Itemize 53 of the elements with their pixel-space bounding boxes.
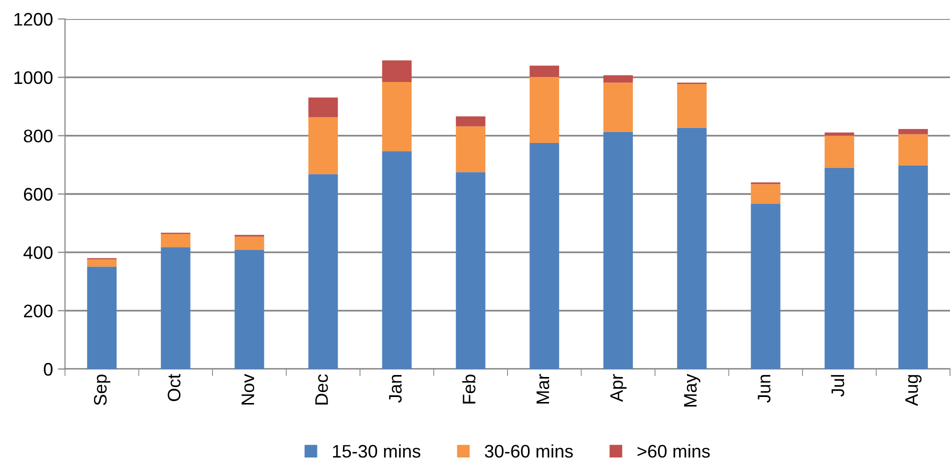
bar [898,128,928,134]
bar [87,266,117,369]
bar [382,60,412,82]
y-tick-label: 1000 [14,71,52,84]
bar [898,134,928,166]
bar [603,82,633,132]
bar [234,250,264,369]
bar [87,259,117,267]
y-tick-label: 0 [44,362,52,376]
bar [898,165,928,369]
x-tick-label: Sep [94,374,110,406]
x-tick-label: Apr [610,374,627,402]
bar [160,247,190,369]
x-tick-label: May [684,374,700,406]
legend-label: 15-30 mins [333,444,420,458]
x-tick-label: Dec [315,374,328,404]
legend-label: 30-60 mins [484,444,573,458]
bar [750,204,780,369]
bar [234,236,264,250]
bar [824,136,854,168]
bar [677,128,707,369]
bar [530,66,560,78]
x-tick-label: Nov [242,374,254,404]
bar [750,184,780,204]
y-tick-label: 600 [24,188,52,201]
x-tick-label: Jan [389,375,402,403]
bar [160,234,190,248]
x-tick-label: Mar [536,374,550,404]
bar [530,77,560,143]
bar [308,97,338,118]
bar [603,132,633,369]
x-tick-label: Jun [758,375,770,403]
bar [308,117,338,174]
legend-label: >60 mins [638,444,710,458]
x-tick-label: Aug [905,375,922,406]
bar [677,84,707,128]
bar [382,82,412,152]
bar [382,151,412,369]
bar [456,172,486,369]
bar [456,126,486,172]
bar [456,116,486,126]
x-tick-label: Feb [462,374,476,404]
bar [308,174,338,369]
x-tick-label: Oct [168,374,180,402]
y-tick-label: 1200 [14,12,52,26]
y-tick-label: 800 [24,130,52,142]
bar [824,168,854,369]
bar [530,142,560,369]
y-tick-label: 200 [24,304,52,318]
x-tick-label: Jul [830,375,844,397]
bar [603,75,633,83]
y-tick-label: 400 [23,246,52,260]
bar [824,132,854,136]
